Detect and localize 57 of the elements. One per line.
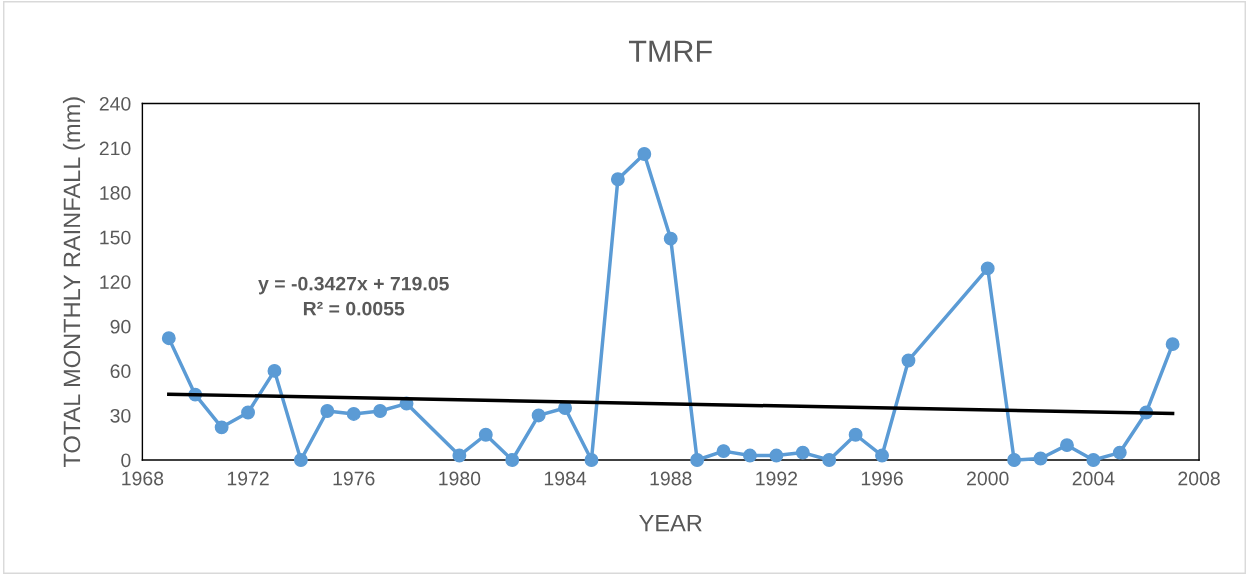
point (848, 427, 863, 442)
y-tick-label: 90 (110, 319, 131, 334)
y-tick-label: 120 (100, 275, 131, 289)
point (320, 404, 335, 418)
x-tick-label: 1984 (544, 471, 587, 486)
point (373, 404, 388, 418)
chart-title: TMRF (628, 40, 712, 62)
point (293, 453, 308, 467)
point (637, 147, 652, 161)
point (478, 427, 493, 442)
point (241, 405, 255, 420)
y-tick-label: 210 (99, 141, 131, 156)
x-tick-label: 1976 (333, 471, 375, 486)
point (610, 172, 625, 187)
point (161, 331, 176, 346)
x-tick-label: 2008 (1178, 471, 1220, 486)
point (1060, 438, 1074, 453)
point (663, 231, 678, 246)
point (584, 453, 599, 467)
point (452, 448, 467, 463)
y-tick-label: 240 (99, 96, 131, 111)
point (267, 363, 282, 378)
y-tick-label: 60 (110, 364, 131, 379)
x-tick-label: 1980 (439, 471, 481, 486)
y-tick-label: 30 (110, 408, 131, 423)
point (505, 453, 520, 467)
point (1086, 453, 1101, 467)
point (690, 453, 705, 467)
point (1165, 337, 1180, 352)
y-tick-label: 180 (100, 186, 131, 200)
point (743, 448, 757, 463)
point (795, 445, 810, 460)
x-tick-label: 1968 (122, 471, 164, 486)
point (822, 453, 837, 467)
point (1033, 451, 1048, 466)
x-tick-label: 1992 (756, 471, 798, 486)
point (980, 261, 995, 276)
y-axis-title: TOTAL MONTHLY RAINFALL (mm) (62, 97, 85, 468)
point (901, 353, 916, 368)
point (875, 448, 889, 463)
y-tick-label: 150 (100, 230, 131, 245)
point (214, 420, 229, 435)
annotation: y = -0.3427x + 719.05 (258, 276, 449, 295)
x-tick-label: 2000 (967, 471, 1009, 486)
x-tick-label: 2004 (1072, 471, 1115, 486)
point (1007, 453, 1022, 467)
y-tick-label: 0 (121, 453, 131, 468)
x-tick-label: 1988 (650, 471, 692, 486)
point (1112, 445, 1127, 460)
annotation: R² = 0.0055 (303, 301, 405, 316)
point (346, 407, 361, 421)
point (531, 408, 546, 423)
point (716, 444, 731, 459)
x-axis-title: YEAR (639, 515, 702, 532)
x-tick-label: 1972 (227, 471, 269, 486)
x-tick-label: 1996 (861, 471, 903, 486)
point (769, 448, 784, 463)
